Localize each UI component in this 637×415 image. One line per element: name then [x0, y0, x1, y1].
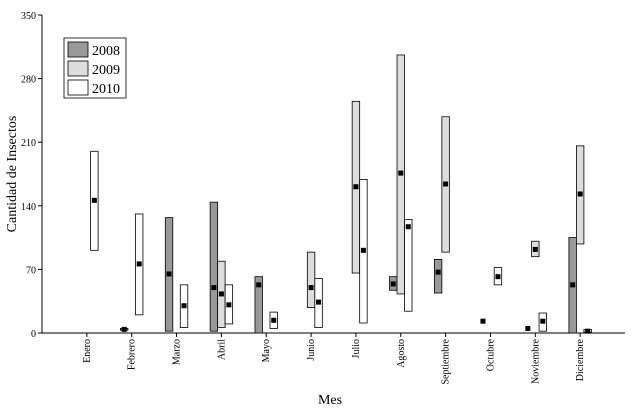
mean-marker [226, 302, 232, 308]
range-box [433, 259, 443, 294]
y-tick-label: 70 [26, 265, 36, 276]
range-box [209, 201, 219, 332]
x-tick-label: Julio [351, 339, 362, 358]
mean-marker [360, 247, 366, 253]
mean-marker [435, 269, 441, 275]
mean-marker [390, 281, 396, 287]
x-tick-label: Septiembre [441, 338, 452, 384]
mean-marker [443, 181, 449, 187]
mean-marker [405, 224, 411, 230]
range-box [254, 276, 263, 334]
y-tick-label: 140 [21, 202, 36, 213]
legend-label: 2008 [92, 44, 120, 59]
x-axis-label: Mes [318, 393, 342, 408]
mean-marker [532, 246, 538, 252]
y-tick-label: 350 [21, 11, 36, 22]
x-tick-label: Diciembre [575, 338, 586, 381]
mean-marker [91, 197, 97, 203]
legend-swatch [67, 60, 89, 77]
mean-marker [525, 325, 531, 331]
legend-label: 2009 [92, 63, 120, 78]
y-tick-label: 0 [31, 329, 36, 340]
mean-marker [136, 261, 142, 267]
x-tick-label: Junio [306, 339, 317, 361]
mean-marker [218, 291, 224, 297]
x-tick-label: Enero [82, 339, 93, 363]
mean-marker [316, 299, 322, 305]
legend-label: 2010 [92, 82, 120, 97]
x-tick-label: Octubre [485, 338, 496, 371]
mean-marker [585, 328, 591, 334]
legend-swatch [67, 41, 89, 58]
mean-marker [166, 271, 172, 277]
x-tick-label: Mayo [261, 339, 272, 362]
x-tick-label: Marzo [172, 339, 183, 365]
mean-marker [540, 318, 546, 324]
mean-marker [480, 318, 486, 324]
y-axis-label: Cantidad de Insectos [5, 116, 20, 233]
mean-marker [398, 170, 404, 176]
y-tick-label: 210 [21, 138, 36, 149]
x-tick-label: Abril [216, 339, 227, 360]
mean-marker [308, 285, 314, 291]
mean-marker [570, 282, 576, 288]
mean-marker [495, 274, 501, 280]
mean-marker [271, 317, 277, 323]
range-box [306, 251, 316, 308]
y-tick-label: 280 [21, 75, 36, 86]
mean-marker [121, 326, 127, 332]
x-tick-label: Febrero [127, 339, 138, 370]
x-tick-label: Noviembre [530, 338, 541, 384]
range-box [404, 219, 413, 312]
x-tick-label: Agosto [396, 339, 407, 368]
mean-marker [211, 285, 217, 291]
mean-marker [256, 282, 262, 288]
mean-marker [181, 303, 187, 309]
mean-marker [353, 184, 359, 190]
legend-swatch [67, 79, 89, 96]
mean-marker [577, 191, 583, 197]
